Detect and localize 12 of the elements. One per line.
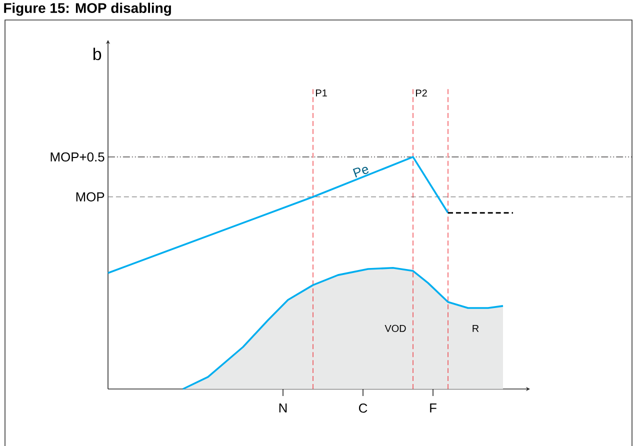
ref-line-label: MOP: [76, 192, 104, 202]
ref-line-label: MOP+0.5: [50, 152, 104, 162]
text: b: [93, 48, 102, 60]
x-tick-label: N: [279, 404, 287, 412]
x-tick-label: F: [430, 404, 436, 412]
annotation: R: [472, 325, 479, 332]
annotation: VOD: [384, 324, 406, 332]
chart-title: Figure 15: MOP disabling: [4, 2, 171, 16]
text: P1: [316, 90, 327, 96]
text: Pe: [352, 166, 369, 178]
x-tick-label: C: [358, 404, 368, 413]
text: P2: [416, 90, 427, 96]
